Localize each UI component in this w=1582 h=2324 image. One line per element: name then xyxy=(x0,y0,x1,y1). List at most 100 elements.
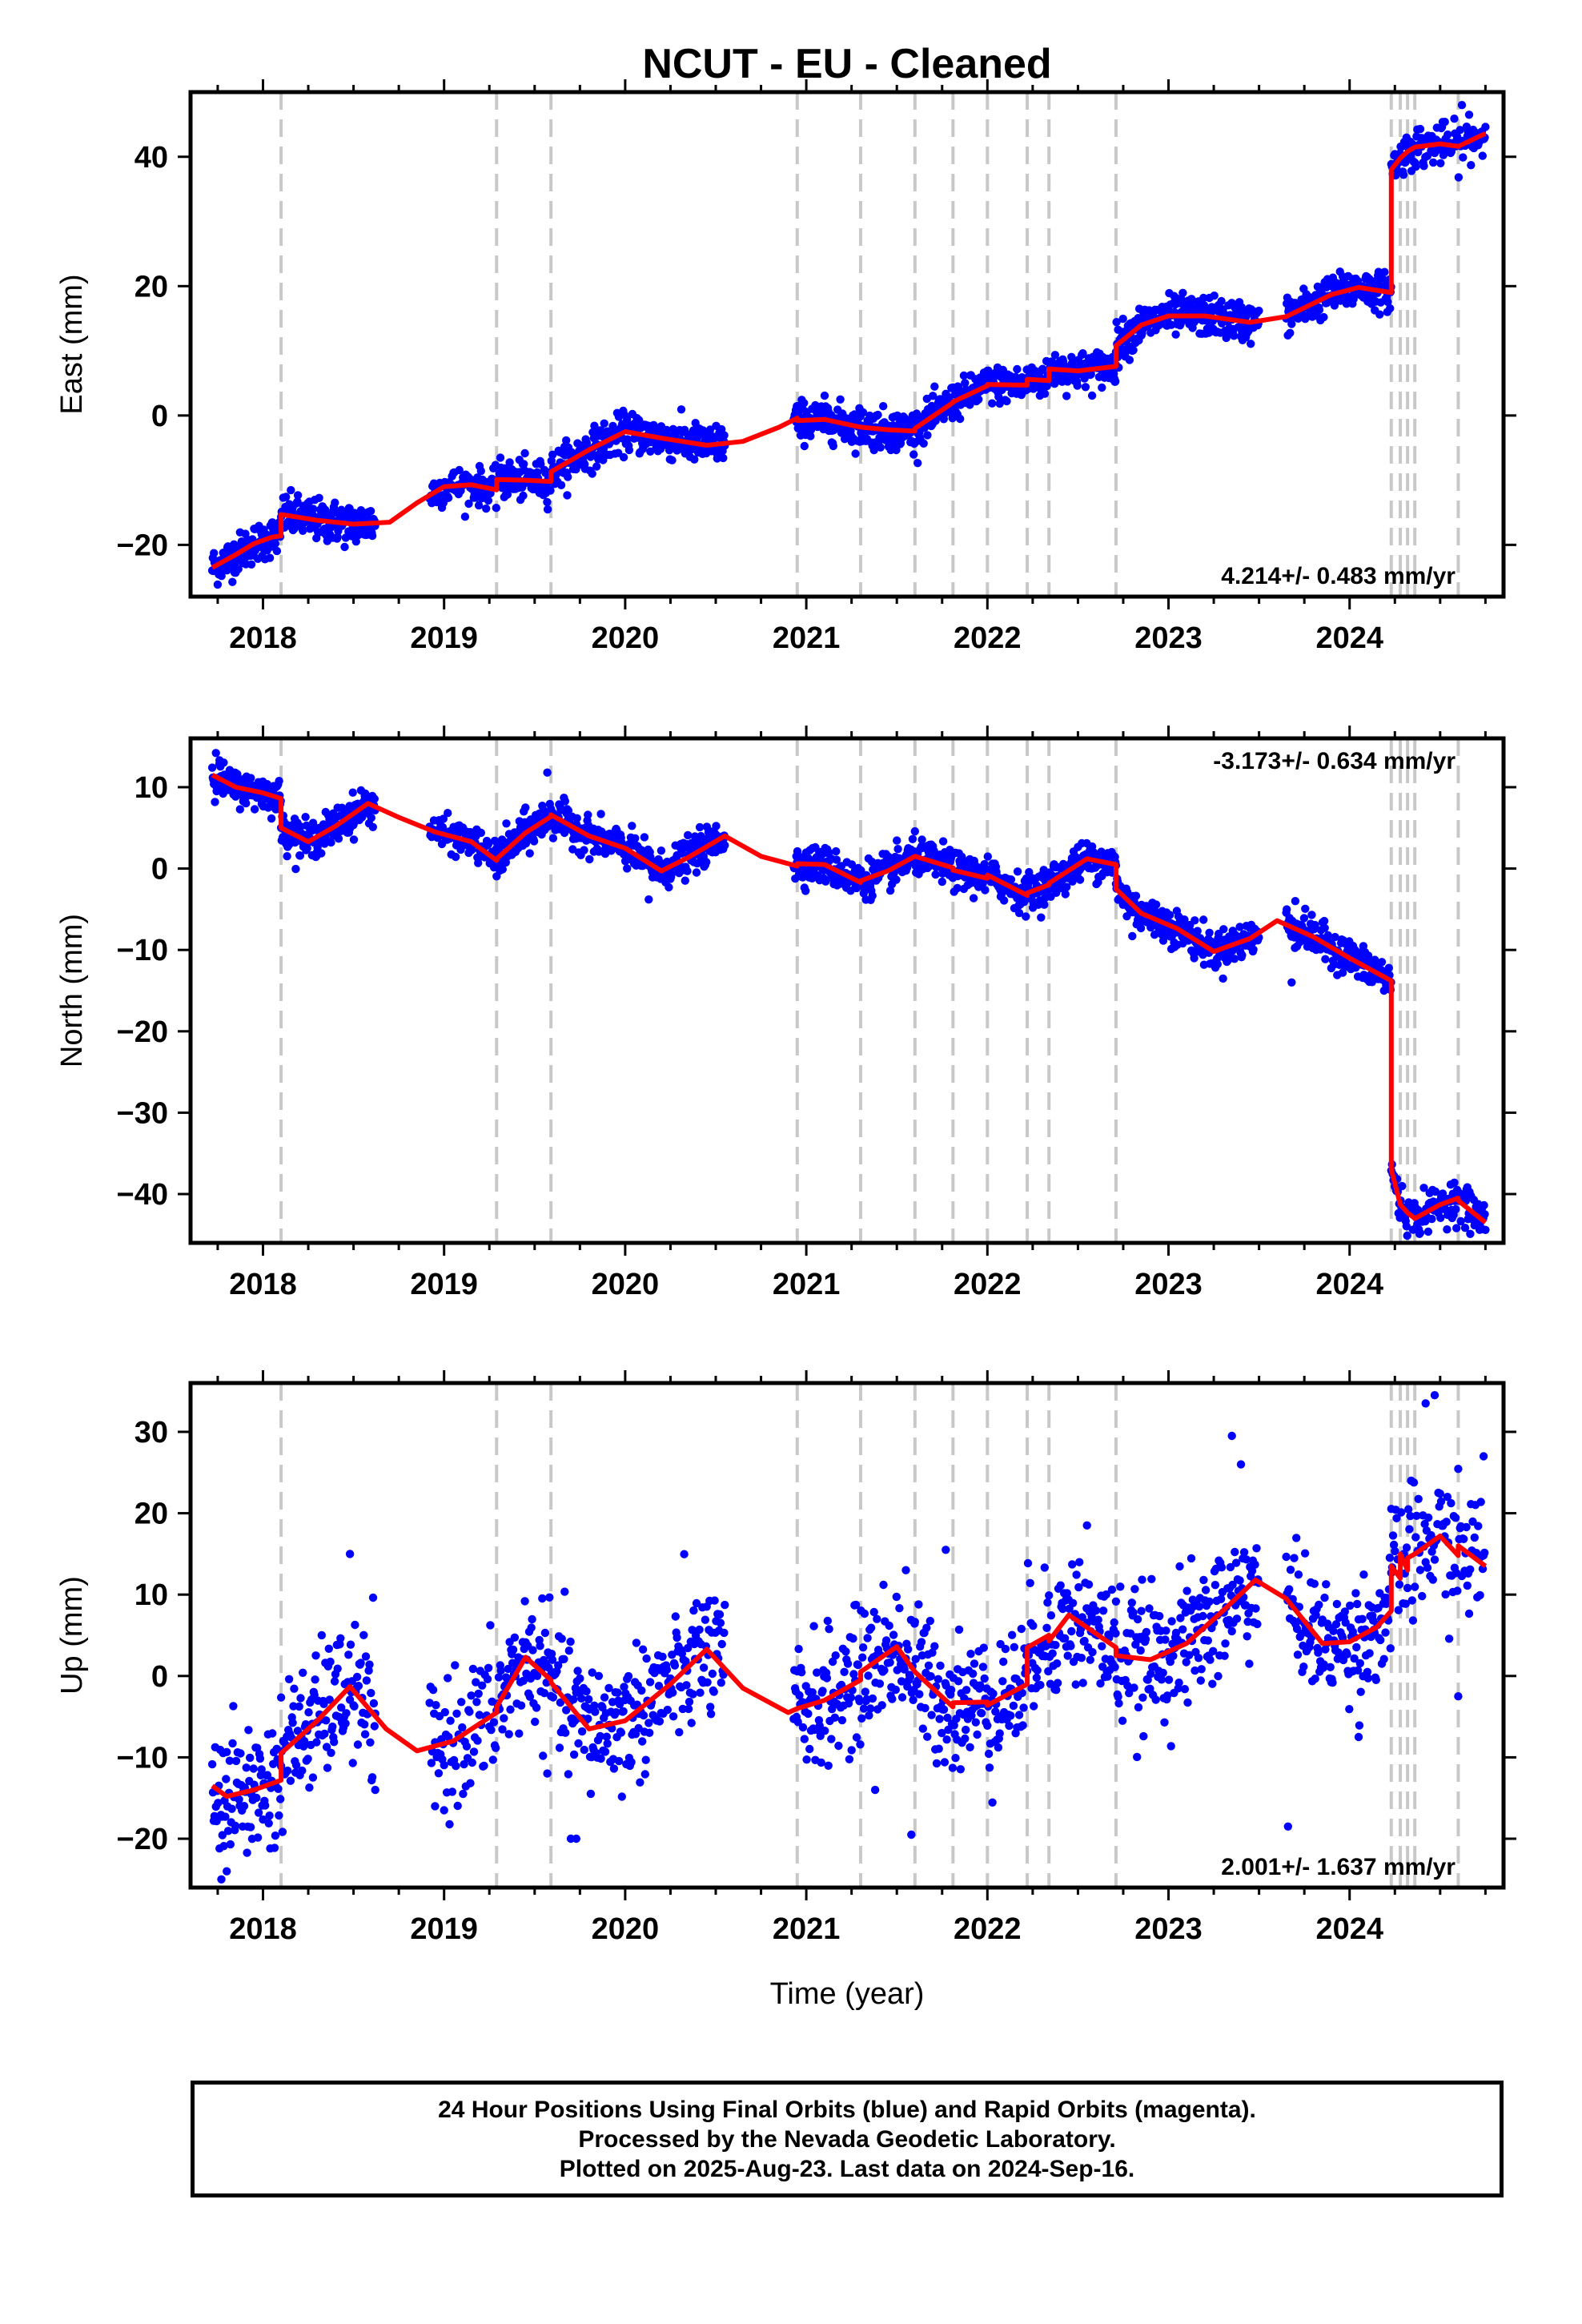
data-point xyxy=(460,1759,468,1769)
data-point xyxy=(1081,383,1090,392)
data-point xyxy=(1399,171,1408,179)
data-point xyxy=(644,895,653,904)
data-point xyxy=(702,858,711,866)
data-point xyxy=(999,896,1009,905)
data-point xyxy=(445,1819,454,1829)
data-point xyxy=(370,794,379,803)
data-point xyxy=(475,1711,484,1719)
data-point xyxy=(308,505,318,513)
data-point xyxy=(562,436,571,445)
data-point xyxy=(468,1664,478,1674)
data-point xyxy=(1165,911,1174,919)
data-point xyxy=(805,1744,814,1754)
data-point xyxy=(930,846,938,855)
data-point xyxy=(326,1657,335,1667)
data-point xyxy=(983,852,993,861)
data-point xyxy=(824,1761,833,1770)
data-point xyxy=(346,1640,355,1649)
data-point xyxy=(696,1688,705,1697)
data-point xyxy=(837,1715,847,1725)
data-point xyxy=(367,1688,375,1698)
data-point xyxy=(337,1703,346,1712)
y-tick-label: −10 xyxy=(117,934,168,967)
data-point xyxy=(590,1701,599,1710)
data-point xyxy=(847,860,857,869)
data-point xyxy=(836,395,845,404)
data-point xyxy=(797,1668,806,1677)
data-point xyxy=(705,425,715,434)
data-point xyxy=(642,1654,651,1663)
data-point xyxy=(504,1664,512,1674)
data-point xyxy=(1351,946,1359,955)
east-panel: 2018 2019 2020 2021 2022 2023 2024−2002040East… xyxy=(55,79,1516,655)
data-point xyxy=(271,539,280,548)
data-point xyxy=(270,1844,279,1852)
data-point xyxy=(440,1806,448,1815)
data-point xyxy=(467,1691,476,1700)
data-point xyxy=(498,865,507,874)
data-point xyxy=(469,1747,479,1756)
data-point xyxy=(440,1761,448,1770)
data-point xyxy=(1457,101,1467,110)
data-point xyxy=(272,546,282,556)
data-point xyxy=(717,1679,725,1687)
data-point xyxy=(1040,900,1049,909)
data-point xyxy=(615,1756,624,1766)
data-point xyxy=(1038,364,1047,373)
data-point xyxy=(322,1716,331,1725)
data-point xyxy=(564,472,572,481)
y-tick-label: 10 xyxy=(135,771,168,805)
data-point xyxy=(980,859,989,869)
y-tick-label: 20 xyxy=(135,270,168,304)
data-point xyxy=(482,504,491,513)
data-point xyxy=(684,830,693,840)
data-point xyxy=(832,846,841,856)
data-point xyxy=(1230,955,1239,963)
data-point xyxy=(953,883,962,893)
data-point xyxy=(851,1600,861,1610)
data-point xyxy=(1452,1224,1461,1232)
data-point xyxy=(1311,920,1319,930)
data-point xyxy=(1467,161,1476,170)
data-point xyxy=(1440,118,1449,127)
data-point xyxy=(207,763,217,772)
data-point xyxy=(1443,1225,1452,1234)
data-point xyxy=(351,537,360,546)
data-point xyxy=(324,1644,333,1653)
data-point xyxy=(1217,296,1226,306)
data-point xyxy=(1427,1214,1436,1224)
data-point xyxy=(527,1623,536,1632)
data-point xyxy=(370,1722,379,1731)
data-point xyxy=(805,854,813,863)
data-point xyxy=(640,833,649,842)
data-point xyxy=(640,1770,649,1779)
data-point xyxy=(669,1688,677,1697)
data-point xyxy=(556,480,566,489)
data-point xyxy=(1050,351,1060,360)
data-point xyxy=(669,1712,678,1721)
data-point xyxy=(720,431,729,440)
data-point xyxy=(600,419,608,428)
data-point xyxy=(317,849,326,858)
data-point xyxy=(253,1833,263,1842)
data-point xyxy=(689,1690,697,1699)
data-point xyxy=(560,1655,568,1663)
data-point xyxy=(1480,1210,1489,1219)
data-point xyxy=(365,1660,374,1669)
data-point xyxy=(1299,914,1309,923)
data-point xyxy=(226,1839,235,1849)
data-point xyxy=(834,1741,843,1751)
data-point xyxy=(1429,158,1438,167)
data-point xyxy=(265,1811,274,1820)
data-point xyxy=(821,1727,829,1735)
data-point xyxy=(628,822,636,830)
data-point xyxy=(798,1723,808,1732)
data-point xyxy=(861,1687,870,1696)
data-point xyxy=(210,549,219,557)
north-panel: 2018 2019 2020 2021 2022 2023 2024−40−30−20−10… xyxy=(55,726,1516,1301)
data-point xyxy=(543,497,552,507)
data-point xyxy=(223,1827,233,1835)
data-point xyxy=(255,1754,265,1763)
data-point xyxy=(562,1706,571,1715)
data-point xyxy=(543,505,552,514)
